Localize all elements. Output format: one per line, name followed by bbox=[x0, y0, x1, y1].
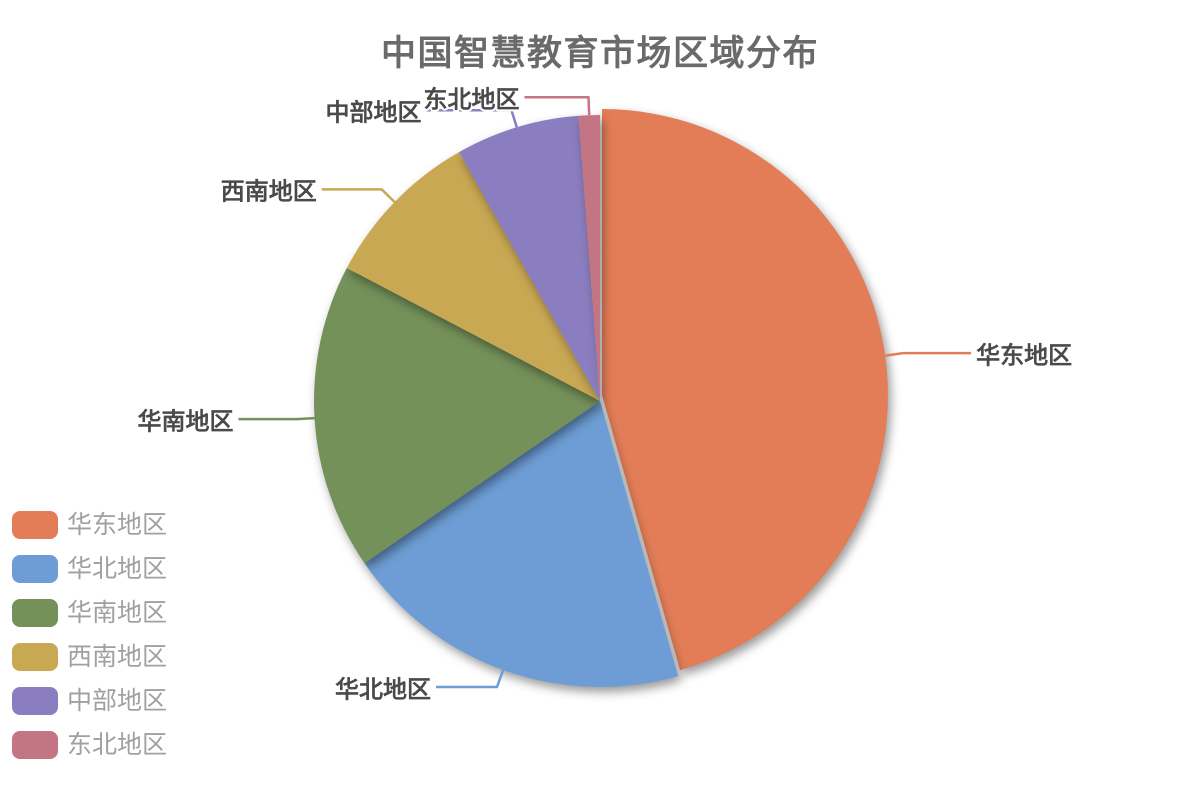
slice-label-4: 中部地区 bbox=[325, 99, 422, 127]
slice-label-0: 华东地区 bbox=[976, 342, 1073, 370]
leader-line-3 bbox=[321, 188, 396, 203]
legend-item-1[interactable]: 华北地区 bbox=[12, 555, 167, 583]
pie-slice-2[interactable] bbox=[314, 268, 600, 564]
chart-title: 中国智慧教育市场区域分布 bbox=[380, 34, 819, 73]
pie-slice-1[interactable] bbox=[364, 401, 679, 687]
legend-label-4: 中部地区 bbox=[67, 687, 168, 715]
pie-slice-0[interactable] bbox=[602, 109, 888, 671]
leader-line-1 bbox=[436, 669, 505, 689]
legend-swatch-3 bbox=[12, 643, 58, 671]
legend-swatch-5 bbox=[12, 731, 58, 759]
legend-item-0[interactable]: 华东地区 bbox=[12, 511, 167, 539]
pie-slice-3[interactable] bbox=[346, 152, 600, 401]
pie-slice-4[interactable] bbox=[459, 115, 600, 402]
legend-swatch-2 bbox=[12, 599, 58, 627]
legend-swatch-4 bbox=[12, 687, 58, 715]
slice-label-2: 华南地区 bbox=[137, 408, 234, 436]
pie-slice-5[interactable] bbox=[578, 114, 601, 402]
slice-label-3: 西南地区 bbox=[220, 178, 317, 206]
legend-item-4[interactable]: 中部地区 bbox=[12, 687, 167, 715]
slice-label-5: 东北地区 bbox=[423, 86, 520, 114]
legend-item-2[interactable]: 华南地区 bbox=[12, 599, 167, 627]
legend-label-1: 华北地区 bbox=[67, 555, 168, 583]
leader-line-2 bbox=[238, 416, 315, 421]
legend-item-3[interactable]: 西南地区 bbox=[12, 643, 167, 671]
legend-label-5: 东北地区 bbox=[67, 731, 168, 759]
legend-label-0: 华东地区 bbox=[67, 511, 168, 539]
legend-swatch-1 bbox=[12, 555, 58, 583]
leader-line-0 bbox=[885, 351, 972, 357]
legend: 华东地区华北地区华南地区西南地区中部地区东北地区 bbox=[12, 511, 167, 759]
legend-item-5[interactable]: 东北地区 bbox=[12, 731, 167, 759]
leader-line-5 bbox=[524, 95, 591, 116]
legend-label-3: 西南地区 bbox=[67, 643, 168, 671]
slice-label-1: 华北地区 bbox=[335, 676, 431, 704]
leader-line-4 bbox=[426, 108, 518, 128]
legend-label-2: 华南地区 bbox=[67, 599, 168, 627]
legend-swatch-0 bbox=[12, 511, 58, 539]
